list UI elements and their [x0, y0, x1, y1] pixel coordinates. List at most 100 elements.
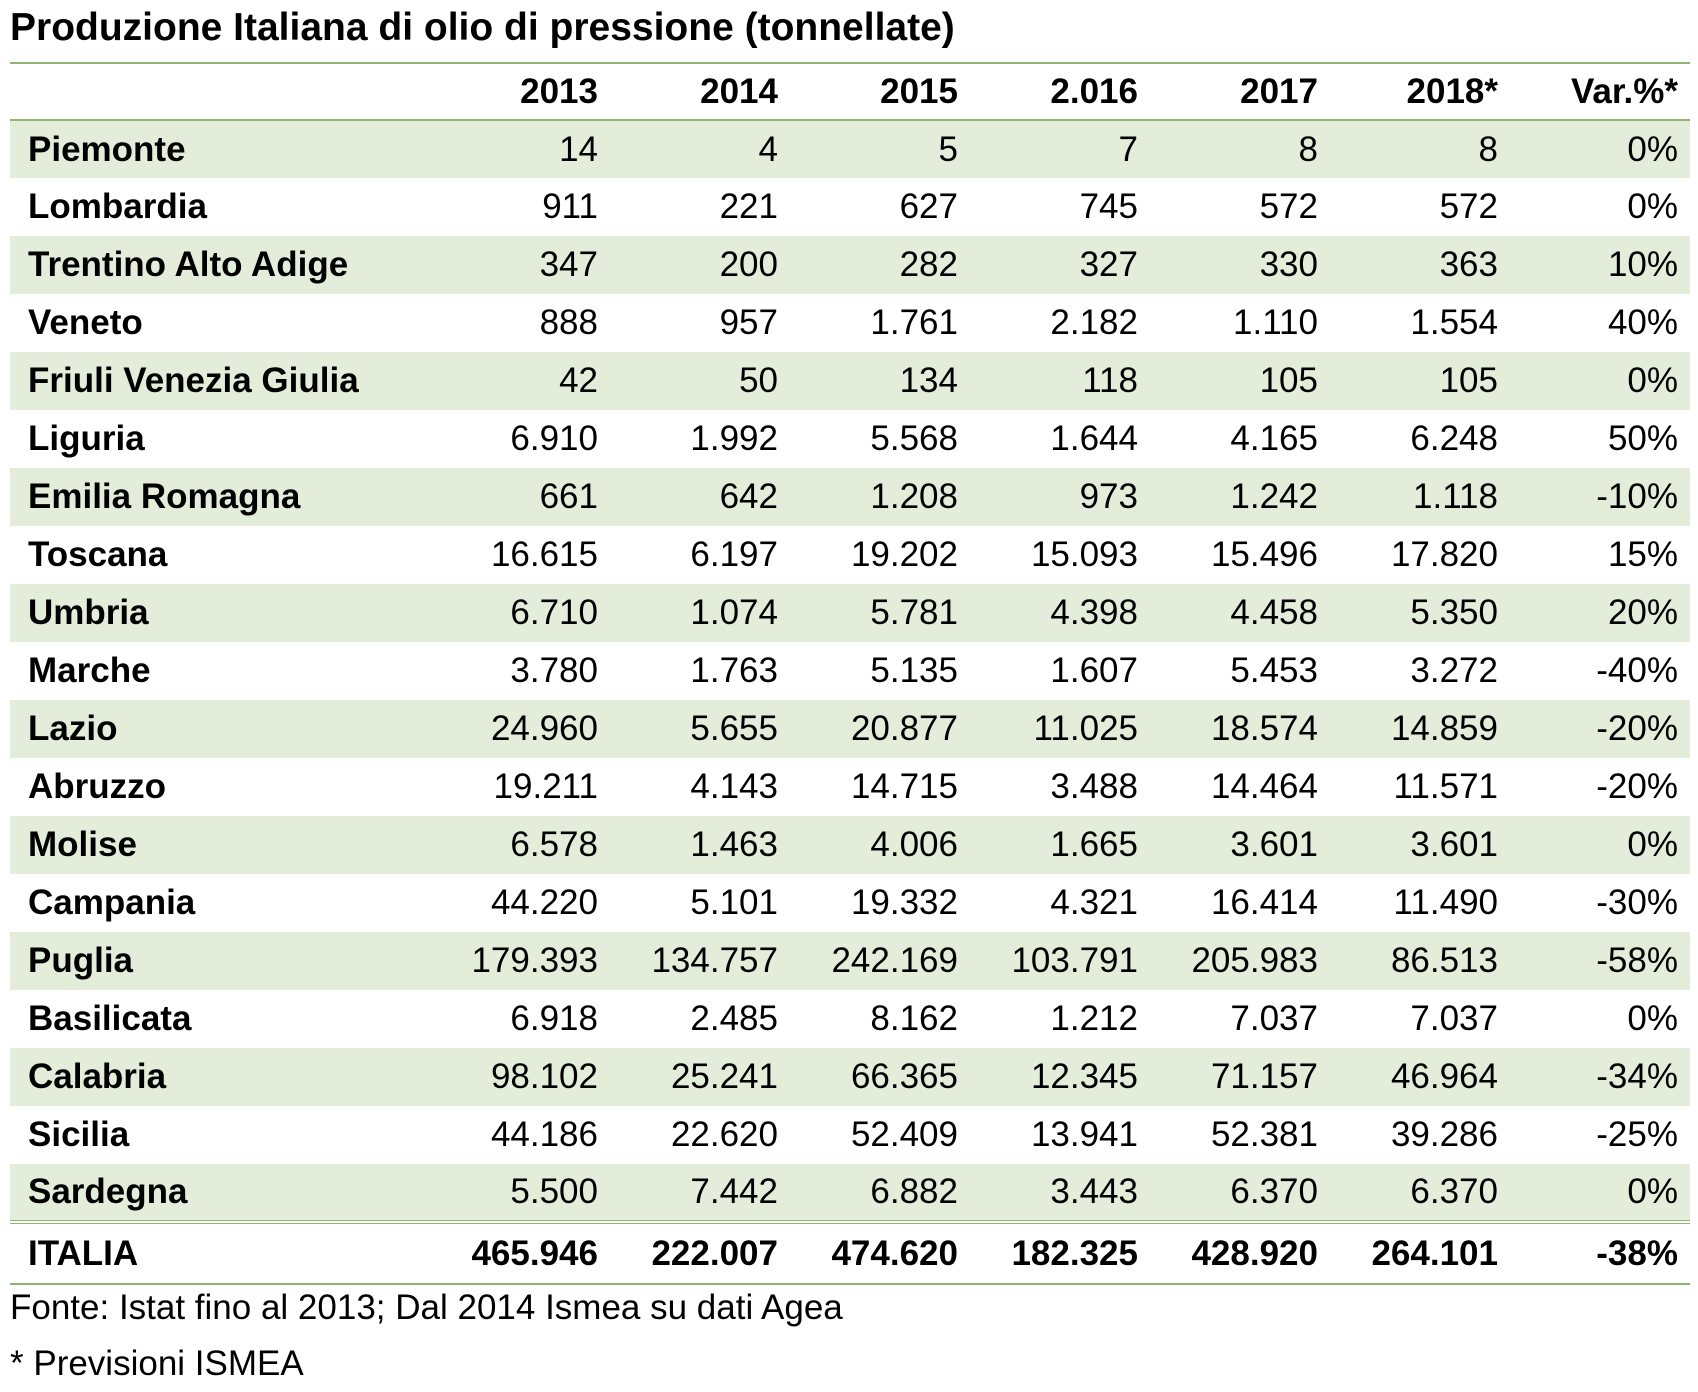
total-label: ITALIA [28, 1233, 139, 1273]
total-cell: 222.007 [651, 1233, 778, 1273]
region-name-cell: Puglia [28, 941, 134, 980]
value-cell: 5.655 [690, 709, 778, 748]
table-row: Basilicata 6.918 2.485 8.162 1.212 7.037 7.037… [10, 990, 1690, 1048]
value-cell: 44.186 [490, 1115, 598, 1154]
value-cell: 5.453 [1230, 651, 1318, 690]
value-cell: 7.037 [1230, 999, 1318, 1038]
value-cell: 1.212 [1050, 999, 1138, 1038]
region-name-cell: Lazio [28, 709, 118, 748]
variation-cell: -10% [1596, 477, 1678, 516]
value-cell: 3.601 [1410, 825, 1498, 864]
region-name-cell: Campania [28, 883, 196, 922]
table-row: Umbria 6.710 1.074 5.781 4.398 4.458 5.350 20% [10, 584, 1690, 642]
total-cell: 465.946 [471, 1233, 598, 1273]
value-cell: 4.321 [1050, 883, 1138, 922]
value-cell: 6.370 [1410, 1172, 1498, 1211]
value-cell: 16.615 [490, 535, 598, 574]
value-cell: 1.665 [1050, 825, 1138, 864]
value-cell: 105 [1439, 361, 1498, 400]
value-cell: 1.644 [1050, 419, 1138, 458]
value-cell: 14.715 [850, 767, 958, 806]
value-cell: 134 [899, 361, 958, 400]
table-row: Sicilia 44.186 22.620 52.409 13.941 52.381 39.… [10, 1106, 1690, 1164]
value-cell: 71.157 [1210, 1057, 1318, 1096]
region-name-cell: Piemonte [28, 129, 186, 169]
region-name-cell: Abruzzo [28, 767, 167, 806]
value-cell: 888 [539, 303, 598, 342]
total-variation-cell: -38% [1596, 1233, 1678, 1273]
value-cell: 179.393 [471, 941, 598, 980]
value-cell: 44.220 [490, 883, 598, 922]
value-cell: 330 [1259, 245, 1318, 284]
value-cell: 4.398 [1050, 593, 1138, 632]
value-cell: 4 [758, 129, 778, 169]
variation-cell: 40% [1607, 303, 1678, 342]
variation-cell: 0% [1627, 999, 1678, 1038]
table-row: Molise 6.578 1.463 4.006 1.665 3.601 3.601 0% [10, 816, 1690, 874]
column-header-variation: Var.%* [1570, 71, 1678, 111]
value-cell: 4.165 [1230, 419, 1318, 458]
region-name-cell: Umbria [28, 593, 149, 632]
table-row: Sardegna 5.500 7.442 6.882 3.443 6.370 6.370 0% [10, 1164, 1690, 1222]
variation-cell: 50% [1607, 419, 1678, 458]
value-cell: 1.118 [1413, 477, 1498, 516]
value-cell: 1.554 [1410, 303, 1498, 342]
value-cell: 957 [719, 303, 778, 342]
value-cell: 572 [1439, 187, 1498, 226]
value-cell: 5.500 [510, 1172, 598, 1211]
total-cell: 182.325 [1011, 1233, 1138, 1273]
total-cell: 428.920 [1191, 1233, 1318, 1273]
value-cell: 3.601 [1230, 825, 1318, 864]
value-cell: 19.332 [850, 883, 958, 922]
region-name-cell: Lombardia [28, 187, 207, 226]
region-name-cell: Liguria [28, 419, 145, 458]
value-cell: 1.208 [870, 477, 958, 516]
value-cell: 50 [739, 361, 778, 400]
value-cell: 2.485 [690, 999, 778, 1038]
table-row: Veneto 888 957 1.761 2.182 1.110 1.554 40% [10, 294, 1690, 352]
value-cell: 39.286 [1390, 1115, 1498, 1154]
table-row: Emilia Romagna 661 642 1.208 973 1.242 1.118 -1… [10, 468, 1690, 526]
region-name-cell: Toscana [28, 535, 168, 574]
variation-cell: 0% [1627, 361, 1678, 400]
footnotes: Fonte: Istat fino al 2013; Dal 2014 Isme… [10, 1280, 843, 1392]
variation-cell: 10% [1607, 245, 1678, 284]
region-name-cell: Friuli Venezia Giulia [28, 361, 359, 400]
value-cell: 20.877 [850, 709, 958, 748]
variation-cell: -58% [1596, 941, 1678, 980]
column-header-2014: 2014 [700, 71, 778, 111]
value-cell: 200 [719, 245, 778, 284]
value-cell: 327 [1079, 245, 1138, 284]
value-cell: 6.370 [1230, 1172, 1318, 1211]
value-cell: 1.074 [690, 593, 778, 632]
value-cell: 627 [899, 187, 958, 226]
value-cell: 3.443 [1050, 1172, 1138, 1211]
value-cell: 1.607 [1050, 651, 1138, 690]
value-cell: 221 [719, 187, 778, 226]
total-row: ITALIA 465.946 222.007 474.620 182.325 4… [10, 1222, 1690, 1284]
value-cell: 911 [542, 187, 598, 226]
value-cell: 642 [719, 477, 778, 516]
value-cell: 2.182 [1050, 303, 1138, 342]
value-cell: 46.964 [1390, 1057, 1498, 1096]
value-cell: 105 [1259, 361, 1318, 400]
value-cell: 24.960 [490, 709, 598, 748]
value-cell: 52.409 [850, 1115, 958, 1154]
value-cell: 3.780 [510, 651, 598, 690]
value-cell: 8 [1478, 129, 1498, 169]
value-cell: 11.025 [1033, 709, 1138, 748]
table-title: Produzione Italiana di olio di pressione… [10, 6, 955, 49]
table-row: Abruzzo 19.211 4.143 14.715 3.488 14.464 11.57… [10, 758, 1690, 816]
region-name-cell: Molise [28, 825, 137, 864]
table-row: Trentino Alto Adige 347 200 282 327 330 363 10% [10, 236, 1690, 294]
value-cell: 18.574 [1210, 709, 1318, 748]
variation-cell: -40% [1596, 651, 1678, 690]
value-cell: 205.983 [1191, 941, 1318, 980]
value-cell: 572 [1259, 187, 1318, 226]
production-table: 2013 2014 2015 2.016 2017 2018* Var.%* P… [10, 62, 1690, 1285]
value-cell: 22.620 [670, 1115, 778, 1154]
value-cell: 11.490 [1393, 883, 1498, 922]
variation-cell: 15% [1607, 535, 1678, 574]
value-cell: 8 [1298, 129, 1318, 169]
value-cell: 17.820 [1390, 535, 1498, 574]
